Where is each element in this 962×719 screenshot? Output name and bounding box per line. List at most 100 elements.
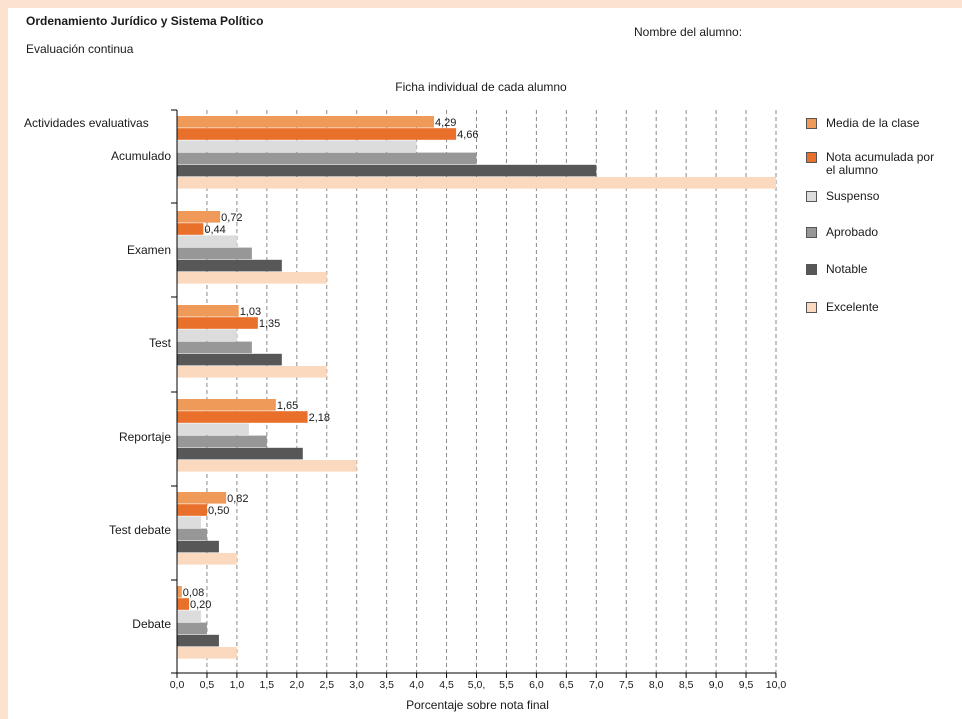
bar [177,423,249,435]
bar [177,516,201,528]
x-tick-label: 9,0 [709,679,724,691]
x-tick-label: 4,5 [439,679,454,691]
bar [177,411,308,423]
bar [177,235,237,247]
legend-swatch [806,191,817,202]
bar [177,492,227,504]
legend-item: Media de la clase [806,117,956,130]
bar [177,164,597,177]
category-label: Acumulado [111,149,171,163]
x-tick-label: 1,0 [230,679,245,691]
bar [177,305,239,317]
legend-swatch [806,118,817,129]
data-label: 0,20 [190,599,211,611]
chart-title: Ficha individual de cada alumno [395,80,567,94]
legend-swatch [806,264,817,275]
x-tick-label: 3,5 [379,679,394,691]
x-tick-label: 10,0 [766,679,787,691]
bar [177,128,457,140]
legend-swatch [806,302,817,313]
bar [177,247,252,260]
data-label: 0,44 [204,224,225,236]
x-tick-label: 0,5 [200,679,215,691]
category-label: Reportaje [119,430,171,444]
bar [177,140,417,152]
x-tick-label: 6,0 [529,679,544,691]
bar [177,504,207,516]
x-tick-label: 6,5 [559,679,574,691]
bar [177,553,237,565]
category-label: Examen [127,243,171,257]
student-name-label: Nombre del alumno: [634,25,743,39]
x-tick-label: 7,5 [619,679,634,691]
x-tick-label: 4,0 [409,679,424,691]
bar [177,634,219,647]
bar [177,223,204,235]
data-label: 4,29 [435,117,456,129]
bar [177,540,219,553]
data-label: 2,18 [309,412,330,424]
legend-label: Suspenso [826,189,880,203]
bar [177,211,221,223]
x-axis-title: Porcentaje sobre nota final [406,698,549,712]
bar [177,586,182,598]
category-label: Test [149,336,172,350]
legend-item: Excelente [806,301,956,314]
x-tick-label: 9,5 [739,679,754,691]
category-label: Test debate [109,523,171,537]
data-label: 4,66 [457,129,478,141]
report-sheet [8,8,962,719]
legend-label: Media de la clase [826,116,920,130]
bar [177,317,258,329]
legend-label: Excelente [826,300,879,314]
data-label: 0,50 [208,505,229,517]
bar [177,341,252,354]
bar [177,116,434,128]
legend-label: Nota acumulada por el alumno [826,150,935,177]
bar [177,435,267,448]
y-axis-title: Actividades evaluativas [24,116,149,130]
legend-item: Suspenso [806,190,956,203]
x-tick-label: 8,0 [649,679,664,691]
category-label: Debate [132,617,171,631]
course-title: Ordenamiento Jurídico y Sistema Político [26,14,264,28]
data-label: 0,08 [183,587,204,599]
legend-label: Aprobado [826,225,879,239]
legend-item: Notable [806,263,956,276]
bar [177,329,237,341]
bar [177,598,189,610]
bar [177,366,327,378]
legend-label: Notable [826,262,868,276]
x-tick-label: 2,5 [319,679,334,691]
x-tick-label: 5,0, [468,679,486,691]
bar [177,272,327,284]
x-tick-label: 2,0 [289,679,304,691]
data-label: 1,35 [259,318,280,330]
bar [177,399,276,411]
bar [177,647,237,659]
legend-swatch [806,227,817,238]
bar [177,447,303,460]
x-tick-label: 5,5 [499,679,514,691]
legend-item: Nota acumulada por el alumno [806,151,956,177]
bar [177,259,282,272]
data-label: 1,03 [240,306,261,318]
data-label: 0,72 [221,212,242,224]
data-label: 1,65 [277,400,298,412]
bar [177,622,207,635]
x-tick-label: 7,0 [589,679,604,691]
evaluation-subtitle: Evaluación continua [26,42,134,56]
legend-swatch [806,152,817,163]
bar [177,610,201,622]
bar [177,152,477,165]
bar [177,528,207,541]
x-tick-label: 3,0 [349,679,364,691]
legend-item: Aprobado [806,226,956,239]
bar [177,353,282,366]
bar [177,177,776,189]
x-tick-label: 1,5 [260,679,275,691]
x-tick-label: 8,5 [679,679,694,691]
data-label: 0,82 [227,493,248,505]
x-tick-label: 0,0 [170,679,185,691]
